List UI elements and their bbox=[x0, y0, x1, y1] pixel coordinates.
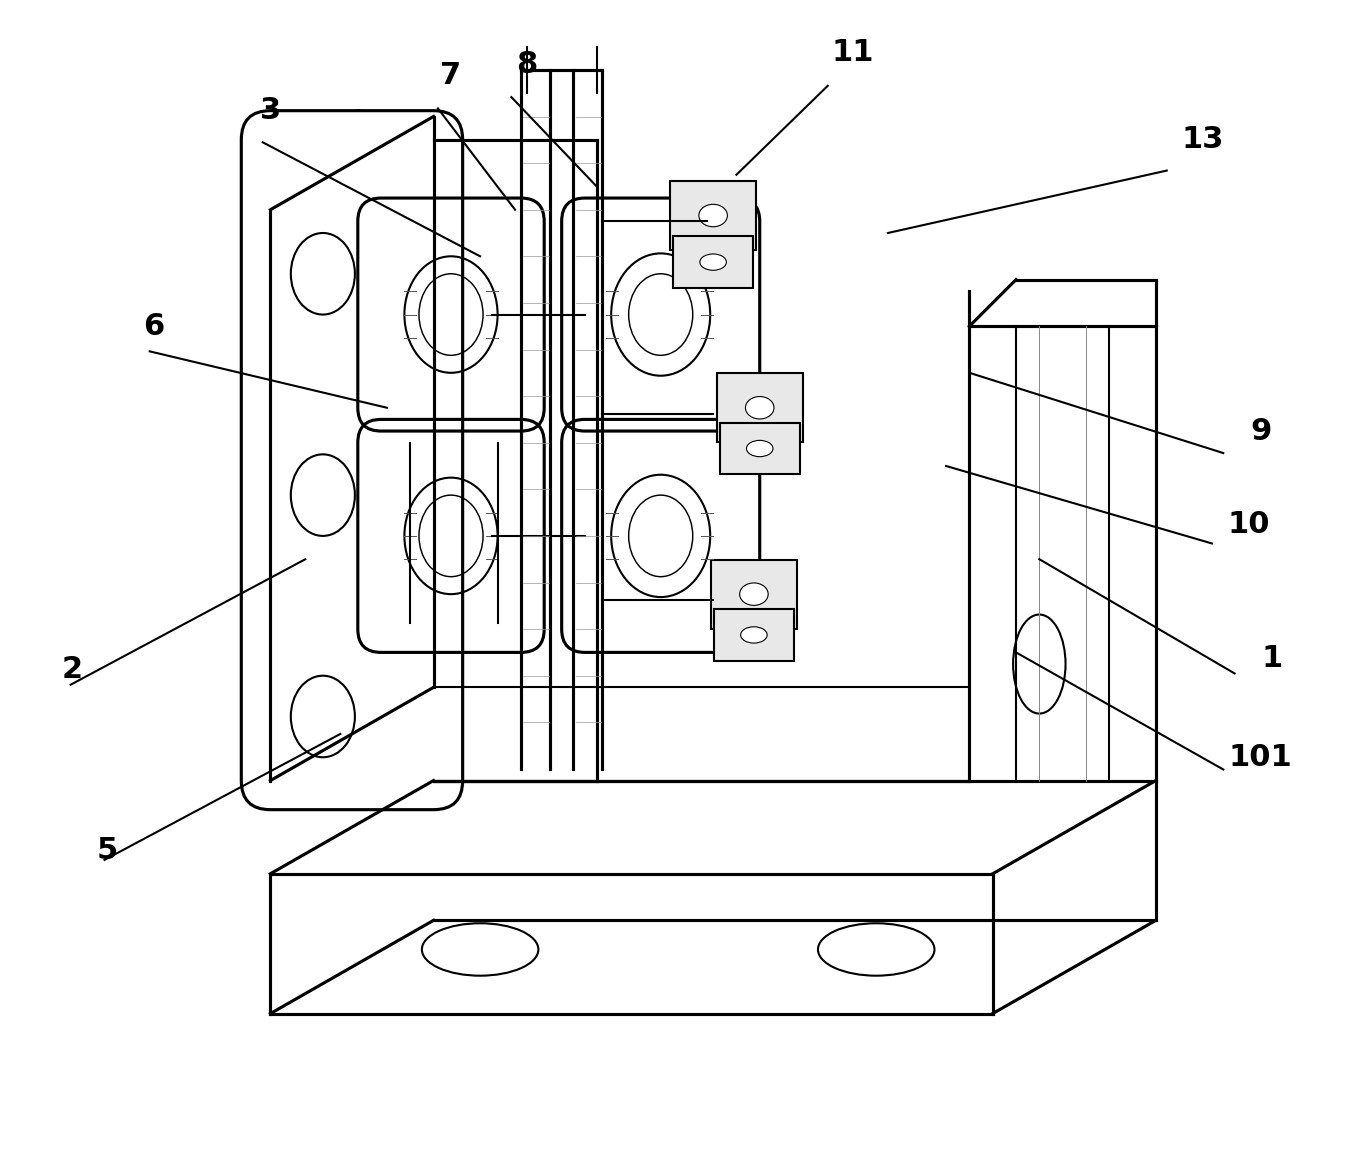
Text: 2: 2 bbox=[62, 656, 83, 684]
Ellipse shape bbox=[740, 582, 769, 606]
Text: 5: 5 bbox=[97, 836, 118, 864]
Ellipse shape bbox=[699, 204, 728, 227]
FancyBboxPatch shape bbox=[670, 181, 757, 250]
Ellipse shape bbox=[746, 396, 774, 419]
Text: 11: 11 bbox=[832, 38, 874, 66]
Text: 3: 3 bbox=[260, 97, 280, 125]
Ellipse shape bbox=[740, 627, 767, 643]
Text: 13: 13 bbox=[1181, 126, 1223, 154]
Text: 10: 10 bbox=[1227, 510, 1271, 538]
FancyBboxPatch shape bbox=[717, 374, 803, 442]
FancyBboxPatch shape bbox=[720, 423, 800, 474]
FancyBboxPatch shape bbox=[714, 609, 793, 661]
Text: 1: 1 bbox=[1261, 644, 1283, 672]
Text: 101: 101 bbox=[1228, 743, 1293, 771]
Text: 6: 6 bbox=[144, 312, 164, 340]
Text: 8: 8 bbox=[516, 50, 538, 78]
Ellipse shape bbox=[747, 440, 773, 457]
Text: 9: 9 bbox=[1250, 417, 1271, 445]
Ellipse shape bbox=[700, 254, 726, 270]
Text: 7: 7 bbox=[440, 62, 461, 90]
FancyBboxPatch shape bbox=[711, 560, 798, 629]
Text: -: - bbox=[353, 100, 363, 121]
FancyBboxPatch shape bbox=[673, 236, 754, 288]
